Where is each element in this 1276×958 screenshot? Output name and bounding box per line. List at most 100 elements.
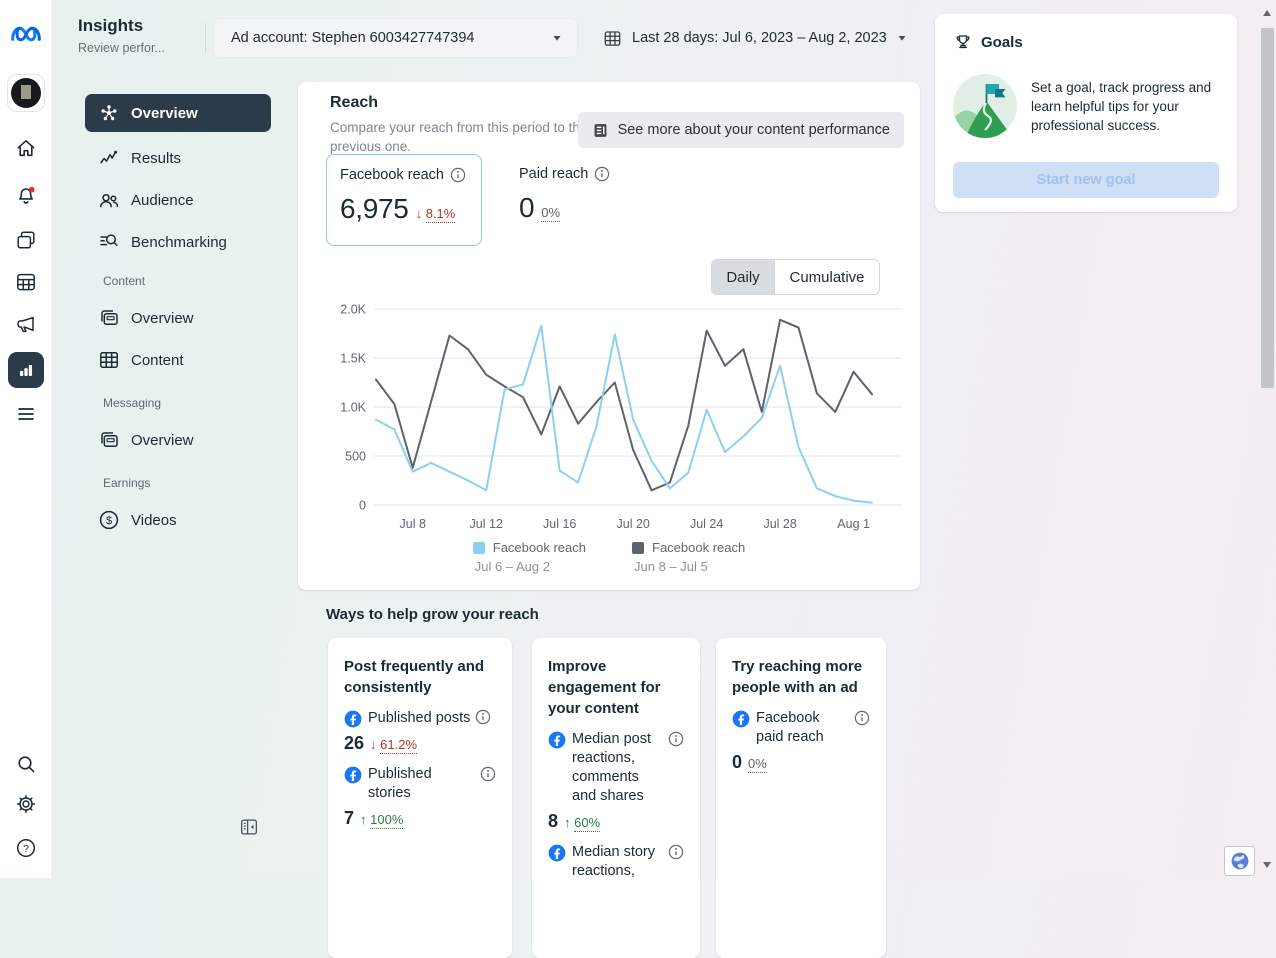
facebook-reach-value: 6,975 xyxy=(340,193,409,224)
meta-infinity-icon xyxy=(11,26,41,42)
meta-logo[interactable] xyxy=(10,22,42,46)
paid-reach-metric[interactable]: Paid reach 0 0% xyxy=(506,154,666,246)
paid-reach-delta: 0% xyxy=(541,205,561,222)
app-rail: ? xyxy=(0,0,52,878)
sidebar-item-label: Audience xyxy=(131,191,194,209)
benchmarking-icon xyxy=(97,230,121,254)
svg-text:Jul 16: Jul 16 xyxy=(543,517,576,531)
info-icon[interactable] xyxy=(854,710,870,747)
report-icon xyxy=(594,123,607,137)
legend-label: Facebook reach xyxy=(652,540,746,555)
legend-swatch-current xyxy=(472,541,485,554)
svg-text:0: 0 xyxy=(359,499,366,513)
grow-card-title: Try reaching more people with an ad xyxy=(732,658,863,696)
sidebar-item-content-overview[interactable]: Overview xyxy=(85,300,271,336)
info-icon[interactable] xyxy=(475,709,491,725)
svg-text:$: $ xyxy=(106,515,112,527)
settings-gear-icon[interactable] xyxy=(14,792,38,816)
sidebar-item-label: Videos xyxy=(131,511,177,529)
posts-icon[interactable] xyxy=(14,228,38,252)
facebook-icon xyxy=(344,766,367,803)
legend-item-current: Facebook reach Jul 6 – Aug 2 xyxy=(472,540,586,574)
facebook-reach-metric-card[interactable]: Facebook reach 6,975 ↓ 8.1% xyxy=(326,154,482,246)
sidebar-item-audience[interactable]: Audience xyxy=(85,182,271,218)
sidebar-item-benchmarking[interactable]: Benchmarking xyxy=(85,224,271,260)
grow-card-title: Post frequently and consistently xyxy=(344,658,485,696)
metric-delta: ↑ 60% xyxy=(564,815,601,832)
svg-text:2.0K: 2.0K xyxy=(340,303,366,317)
scrollbar-down-arrow-icon[interactable] xyxy=(1263,862,1271,872)
metric-delta: ↑ 100% xyxy=(360,812,404,829)
notifications-bell-icon[interactable] xyxy=(14,184,38,208)
tab-cumulative[interactable]: Cumulative xyxy=(774,260,879,294)
sidebar-section-messaging: Messaging xyxy=(103,396,162,410)
sidebar-item-label: Overview xyxy=(131,104,198,122)
help-icon[interactable]: ? xyxy=(14,836,38,860)
metric-value: 0 xyxy=(732,752,743,772)
start-new-goal-button[interactable]: Start new goal xyxy=(953,162,1219,198)
goals-illustration xyxy=(953,74,1017,138)
sidebar-item-label: Overview xyxy=(131,309,194,327)
sidebar-section-content: Content xyxy=(103,274,146,288)
metric-value-row: 7 ↑ 100% xyxy=(344,808,496,829)
svg-text:Jul 24: Jul 24 xyxy=(690,517,723,531)
metric-delta: 0% xyxy=(748,756,767,773)
content-table-icon xyxy=(97,348,121,372)
page-subtitle: Review perfor... xyxy=(78,41,165,55)
legend-period: Jul 6 – Aug 2 xyxy=(474,559,550,574)
grow-card-improve-engagement: Improve engagement for your content Medi… xyxy=(532,638,700,958)
overview-asterisk-icon xyxy=(97,101,121,125)
calendar-icon xyxy=(604,30,621,46)
earnings-dollar-icon: $ xyxy=(97,508,121,532)
metric-median-story-reactions: Median story reactions, xyxy=(548,843,684,881)
sidebar-item-messaging-overview[interactable]: Overview xyxy=(85,422,271,458)
facebook-icon xyxy=(344,710,367,728)
sidebar-item-overview[interactable]: Overview xyxy=(85,94,271,132)
chevron-down-icon xyxy=(553,36,561,41)
info-icon[interactable] xyxy=(480,766,496,803)
business-avatar[interactable] xyxy=(7,74,45,112)
home-icon[interactable] xyxy=(14,136,38,160)
header-divider xyxy=(205,23,206,53)
metric-value-row: 8 ↑ 60% xyxy=(548,811,684,832)
planner-icon[interactable] xyxy=(14,270,38,294)
svg-text:Aug 1: Aug 1 xyxy=(837,517,870,531)
metric-label: Median post reactions, comments and shar… xyxy=(572,731,651,804)
collapse-sidebar-icon[interactable] xyxy=(238,816,260,838)
bar-chart-icon xyxy=(19,365,33,377)
date-range-label: Last 28 days: Jul 6, 2023 – Aug 2, 2023 xyxy=(632,30,887,46)
see-more-content-performance-button[interactable]: See more about your content performance xyxy=(577,112,904,148)
ad-account-dropdown[interactable]: Ad account: Stephen 6003427747394 xyxy=(213,18,578,58)
date-range-selector[interactable]: Last 28 days: Jul 6, 2023 – Aug 2, 2023 xyxy=(602,24,908,52)
info-icon[interactable] xyxy=(668,731,684,806)
svg-text:500: 500 xyxy=(345,450,366,464)
sidebar-section-earnings: Earnings xyxy=(103,476,151,490)
info-icon[interactable] xyxy=(594,166,610,182)
tab-daily[interactable]: Daily xyxy=(712,260,774,294)
grow-section-heading: Ways to help grow your reach xyxy=(326,606,539,623)
sidebar-item-label: Overview xyxy=(131,431,194,449)
legend-period: Jun 8 – Jul 5 xyxy=(634,559,708,574)
all-tools-menu-icon[interactable] xyxy=(14,402,38,426)
scrollbar-thumb[interactable] xyxy=(1261,28,1274,388)
trophy-icon xyxy=(956,35,970,49)
reach-subtitle: Compare your reach from this period to t… xyxy=(330,120,588,154)
insights-icon-active[interactable] xyxy=(8,352,44,388)
ads-megaphone-icon[interactable] xyxy=(14,312,38,336)
sidebar-item-content[interactable]: Content xyxy=(85,342,271,378)
search-icon[interactable] xyxy=(14,752,38,776)
svg-text:Jul 20: Jul 20 xyxy=(617,517,650,531)
sidebar-item-results[interactable]: Results xyxy=(85,140,271,176)
sidebar-item-videos[interactable]: $ Videos xyxy=(85,502,271,538)
paid-reach-label: Paid reach xyxy=(519,166,589,182)
audience-people-icon xyxy=(97,188,121,212)
scrollbar-up-arrow-icon[interactable] xyxy=(1263,6,1271,16)
info-icon[interactable] xyxy=(668,844,684,881)
info-icon[interactable] xyxy=(450,167,466,183)
notification-dot xyxy=(29,186,35,193)
browser-globe-indicator[interactable] xyxy=(1224,846,1255,876)
results-trend-icon xyxy=(97,146,121,170)
reach-title: Reach xyxy=(330,94,379,111)
goals-title: Goals xyxy=(981,33,1023,51)
svg-text:Jul 12: Jul 12 xyxy=(470,517,503,531)
